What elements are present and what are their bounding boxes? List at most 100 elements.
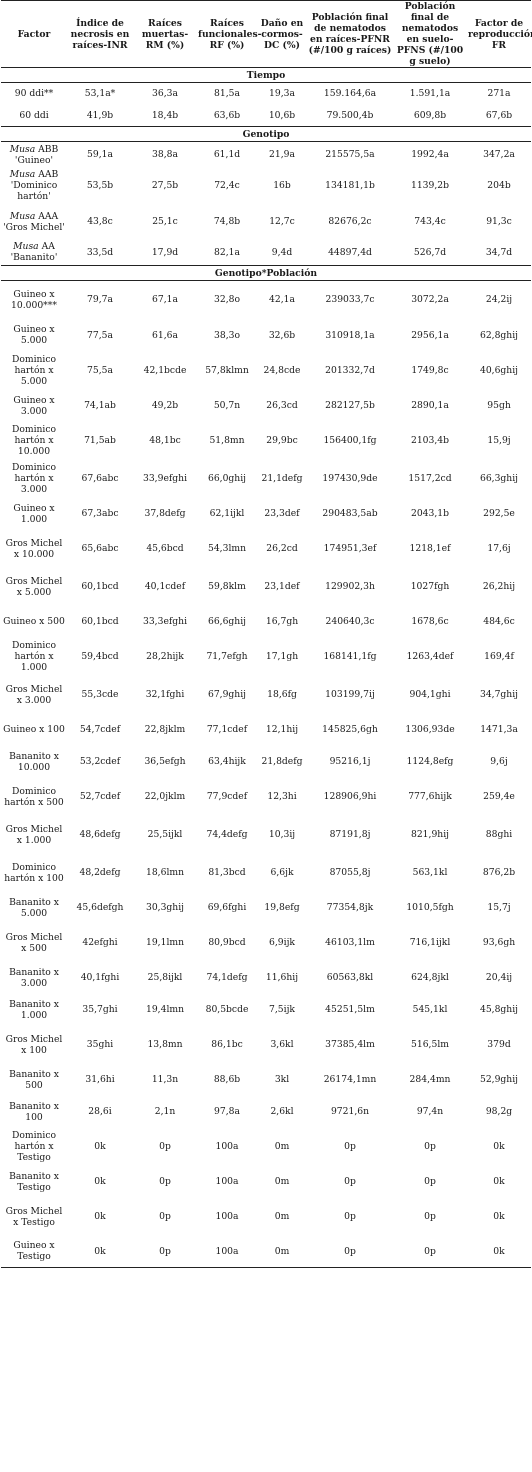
factor-label: Gros Michel x 1.000 xyxy=(5,823,63,846)
factor-cell: Dominico hartón x 10.000 xyxy=(1,422,67,460)
value-cell: 41,9b xyxy=(86,109,114,121)
factor-label: Gros Michel x 10.000 xyxy=(5,537,63,560)
value-cell: 13,8mn xyxy=(147,1039,183,1050)
value-cell: 100a xyxy=(215,1211,239,1222)
value-cell: 563,1kl xyxy=(412,867,448,878)
value-cell: 60,1bcd xyxy=(81,581,119,592)
table-row: Musa AAA 'Gros Michel' 43,8c 25,1c 74,8b 12,… xyxy=(1,204,531,240)
value-cell: 42,1bcde xyxy=(143,365,187,376)
value-cell: 98,2g xyxy=(485,1106,513,1117)
value-cell: 0k xyxy=(493,1176,505,1187)
factor-label: Dominico hartón x 10.000 xyxy=(11,424,57,457)
table-row: 90 ddi** 53,1a* 36,3a 81,5a 19,3a 159.164,6a 1… xyxy=(1,83,531,105)
value-cell: 93,6gh xyxy=(482,937,516,948)
value-cell: 50,7n xyxy=(213,400,241,411)
value-cell: 128906,9hi xyxy=(323,791,377,802)
value-cell: 60563,8kl xyxy=(326,972,374,983)
factor-cell: Bananito x Testigo xyxy=(1,1166,67,1198)
value-cell: 27,5b xyxy=(151,180,179,191)
value-cell: 3072,2a xyxy=(411,294,449,306)
value-cell: 25,1c xyxy=(152,216,178,227)
value-cell: 25,8ijkl xyxy=(147,972,183,983)
factor-label: Guineo x 10.000*** xyxy=(11,288,57,311)
value-cell: 134181,1b xyxy=(325,180,375,191)
value-cell: 19,8efg xyxy=(264,902,300,913)
factor-label: Bananito x 10.000 xyxy=(9,750,59,773)
factor-label: Dominico hartón x 3.000 xyxy=(11,462,57,495)
factor-cell: Musa AAA 'Gros Michel' xyxy=(1,204,67,240)
value-cell: 240640,3c xyxy=(325,616,375,627)
value-cell: 0p xyxy=(424,1211,436,1222)
section-title: Genotipo xyxy=(1,126,531,142)
value-cell: 0m xyxy=(274,1141,290,1152)
factor-cell: Bananito x 10.000 xyxy=(1,746,67,778)
value-cell: 67,9ghij xyxy=(207,689,247,700)
factor-label: Bananito x 3.000 xyxy=(9,966,59,989)
table-row: Gros Michel x 100 35ghi 13,8mn 86,1bc 3,6kl 3… xyxy=(1,1026,531,1064)
value-cell: 15,7j xyxy=(487,902,511,913)
value-cell: 743,4c xyxy=(414,216,446,227)
factor-cell: Gros Michel x 5.000 xyxy=(1,568,67,606)
value-cell: 88ghi xyxy=(485,829,513,840)
value-cell: 2,6kl xyxy=(270,1106,294,1117)
value-cell: 40,1fghi xyxy=(80,972,120,983)
value-cell: 31,6hi xyxy=(85,1074,115,1085)
value-cell: 526,7d xyxy=(413,246,447,258)
value-cell: 0p xyxy=(424,1176,436,1187)
factor-label: 60 ddi xyxy=(19,109,49,121)
value-cell: 11,6hij xyxy=(265,972,299,983)
value-cell: 1517,2cd xyxy=(408,473,452,484)
value-cell: 45,6bcd xyxy=(146,543,184,554)
factor-cell: Bananito x 3.000 xyxy=(1,962,67,994)
value-cell: 9,4d xyxy=(271,246,293,258)
value-cell: 1678,6c xyxy=(411,616,449,627)
value-cell: 16,7gh xyxy=(265,616,299,627)
value-cell: 347,2a xyxy=(483,149,515,161)
factor-cell: Gros Michel x 1.000 xyxy=(1,816,67,854)
factor-label: AA 'Bananito' xyxy=(10,241,58,264)
factor-label: Guineo x 500 xyxy=(3,616,65,627)
value-cell: 23,1def xyxy=(264,581,300,592)
table-row: Dominico hartón x 5.000 75,5a 42,1bcde 57,8… xyxy=(1,352,531,390)
value-cell: 61,6a xyxy=(152,329,178,341)
table-row: Guineo x 10.000*** 79,7a 67,1a 32,8o 42,1a 23… xyxy=(1,281,531,319)
value-cell: 79,7a xyxy=(87,294,113,306)
value-cell: 168141,1fg xyxy=(323,651,377,662)
header-row: Factor Índice de necrosis en raíces-INR … xyxy=(1,0,532,68)
value-cell: 17,9d xyxy=(151,246,179,258)
value-cell: 40,6ghij xyxy=(479,365,519,376)
value-cell: 12,1hij xyxy=(265,724,299,735)
table-row: Guineo x Testigo 0k 0p 100a 0m 0p 0p 0k xyxy=(1,1235,531,1268)
value-cell: 48,6defg xyxy=(79,829,121,840)
factor-label: ABB 'Guineo' xyxy=(14,143,59,166)
value-cell: 0k xyxy=(94,1211,106,1222)
value-cell: 82,1a xyxy=(214,246,240,258)
value-cell: 80,5bcde xyxy=(205,1004,249,1015)
factor-label: Dominico hartón x 1.000 xyxy=(11,640,57,673)
value-cell: 52,7cdef xyxy=(79,791,121,802)
value-cell: 86,1bc xyxy=(211,1039,243,1050)
value-cell: 43,8c xyxy=(87,216,113,227)
value-cell: 74,4defg xyxy=(206,829,248,840)
value-cell: 0k xyxy=(94,1141,106,1152)
value-cell: 45,8ghij xyxy=(479,1004,519,1015)
table-row: Gros Michel x 500 42efghi 19,1lmn 80,9bcd 6,… xyxy=(1,924,531,962)
table-row: Bananito x 10.000 53,2cdef 36,5efgh 63,4hij… xyxy=(1,746,531,778)
value-cell: 35ghi xyxy=(86,1039,114,1050)
value-cell: 71,5ab xyxy=(84,435,116,446)
value-cell: 75,5a xyxy=(87,365,113,376)
value-cell: 2956,1a xyxy=(411,329,449,341)
value-cell: 38,8a xyxy=(152,149,178,161)
factor-label: Dominico hartón x 100 xyxy=(4,861,64,884)
factor-cell: Guineo x 1.000 xyxy=(1,498,67,530)
factor-label: Bananito x 500 xyxy=(9,1068,59,1091)
factor-cell: Dominico hartón x Testigo xyxy=(1,1128,67,1166)
factor-cell: Dominico hartón x 5.000 xyxy=(1,352,67,390)
value-cell: 26,3cd xyxy=(266,400,298,411)
value-cell: 60,1bcd xyxy=(81,616,119,627)
value-cell: 215575,5a xyxy=(325,149,375,161)
value-cell: 1992,4a xyxy=(411,149,449,161)
value-cell: 174951,3ef xyxy=(323,543,377,554)
table-row: 60 ddi 41,9b 18,4b 63,6b 10,6b 79.500,4b 609,8… xyxy=(1,105,531,127)
factor-label: AAA 'Gros Michel' xyxy=(3,210,65,233)
